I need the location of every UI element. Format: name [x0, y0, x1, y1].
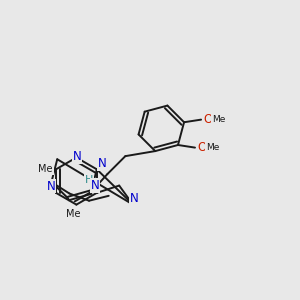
Text: H: H — [85, 175, 94, 185]
Text: O: O — [197, 141, 206, 154]
Text: N: N — [46, 179, 55, 193]
Text: N: N — [98, 157, 107, 170]
Text: O: O — [203, 113, 212, 126]
Text: Me: Me — [66, 209, 80, 220]
Text: Me: Me — [38, 164, 53, 174]
Text: Me: Me — [206, 143, 219, 152]
Text: N: N — [73, 150, 81, 164]
Text: Me: Me — [212, 115, 225, 124]
Text: N: N — [91, 179, 99, 192]
Text: N: N — [130, 192, 139, 205]
